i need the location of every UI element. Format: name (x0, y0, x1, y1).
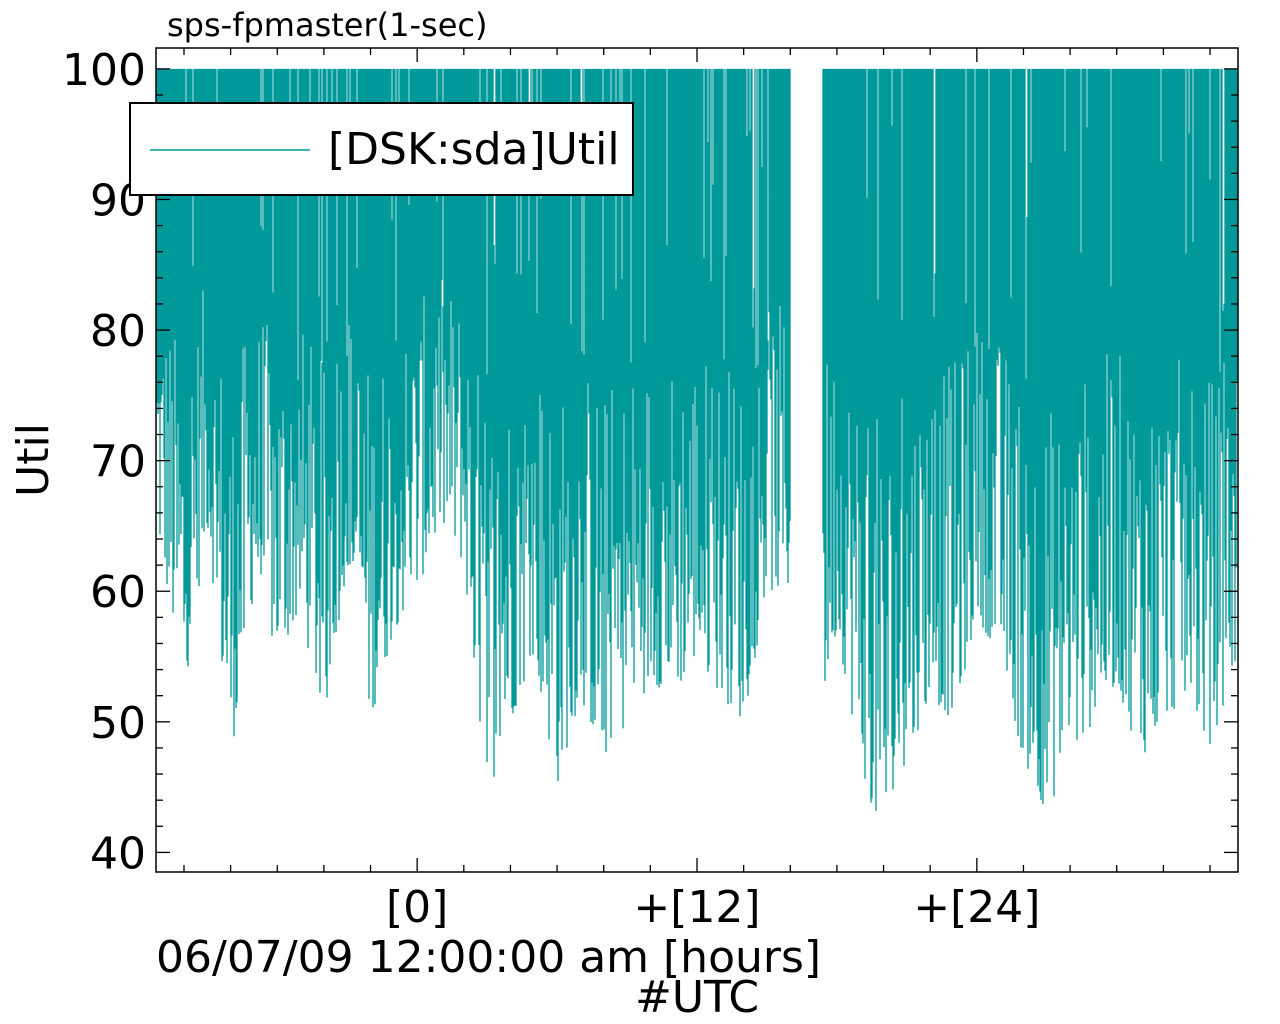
legend: [DSK:sda]Util (129, 102, 634, 196)
x-tick-label: +[24] (913, 882, 1040, 933)
x-tick-labels: [0] +[12] +[24] (386, 882, 1040, 933)
x-tick-label: [0] (386, 882, 448, 933)
series-util-trace (156, 68, 1238, 811)
y-tick-label: 100 (62, 45, 146, 96)
x-axis-label: 06/07/09 12:00:00 am [hours] (156, 932, 821, 983)
y-tick-label: 80 (90, 306, 146, 357)
y-tick-label: 70 (90, 437, 146, 488)
y-axis-label: Util (8, 423, 59, 497)
chart-title: sps-fpmaster(1-sec) (167, 6, 487, 44)
x-axis-sublabel: #UTC (635, 972, 759, 1023)
y-tick-label: 50 (90, 698, 146, 749)
legend-box (129, 102, 634, 196)
series-util (156, 68, 1238, 811)
y-tick-label: 40 (90, 828, 146, 879)
axis-ticks (156, 48, 1238, 872)
legend-label: [DSK:sda]Util (328, 124, 620, 175)
y-tick-label: 60 (90, 567, 146, 618)
plot-area (155, 47, 1239, 873)
x-tick-label: +[12] (633, 882, 760, 933)
